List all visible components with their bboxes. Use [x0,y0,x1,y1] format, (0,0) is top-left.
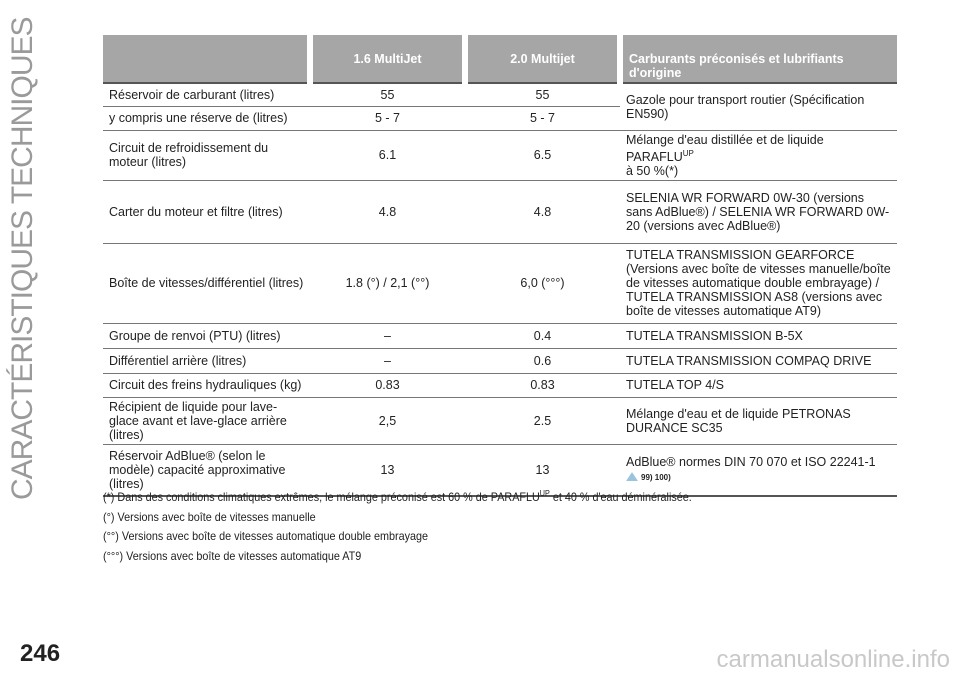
value-2-0: 4.8 [533,204,552,219]
row-label: y compris une réserve de (litres) [109,111,288,125]
table-row: Récipient de liquide pour lave-glace ava… [103,397,897,445]
footnote-degree: (°) Versions avec boîte de vitesses manu… [103,509,316,524]
table-row: Groupe de renvoi (PTU) (litres) – 0.4 TU… [103,323,897,349]
value-1-6: 55 [380,87,395,102]
value-2-0: 0.6 [533,353,552,368]
value-2-0: 13 [535,462,550,477]
table-row: Circuit des freins hydrauliques (kg) 0.8… [103,373,897,398]
value-1-6: 4.8 [378,204,397,219]
value-1-6: 6.1 [378,148,397,163]
value-1-6: 0.83 [375,378,400,393]
footnote-sup: UP [539,489,550,498]
section-title-vertical: CARACTÉRISTIQUES TECHNIQUES [6,17,39,500]
footnote-text: (*) Dans des conditions climatiques extr… [103,490,540,504]
value-2-0: 5 - 7 [529,111,555,125]
row-label: Groupe de renvoi (PTU) (litres) [109,328,281,343]
value-2-0: 0.4 [533,328,552,343]
value-2-0: 6.5 [533,148,552,163]
table-header: 1.6 MultiJet 2.0 Multijet Carburants pré… [103,35,897,83]
value-2-0: 55 [535,87,550,102]
fluid-text: AdBlue® normes DIN 70 070 et ISO 22241-1 [626,454,876,469]
row-label: Réservoir AdBlue® (selon le modèle) capa… [109,448,286,491]
value-1-6: 13 [380,462,395,477]
value-1-6: – [384,328,391,343]
row-label: Carter du moteur et filtre (litres) [109,204,283,219]
fluid: TUTELA TRANSMISSION GEARFORCE (Versions … [626,248,891,319]
row-label: Différentiel arrière (litres) [109,353,247,368]
row-label: Circuit de refroidissement du moteur (li… [109,141,269,170]
fluid: Mélange d'eau distillée et de liquide PA… [620,130,897,180]
header-1-6-multijet: 1.6 MultiJet [307,35,465,83]
value-1-6: 2,5 [378,413,397,428]
row-label: Circuit des freins hydrauliques (kg) [109,378,302,393]
table-row: Réservoir AdBlue® (selon le modèle) capa… [103,444,897,497]
table-row: Différentiel arrière (litres) – 0.6 TUTE… [103,348,897,374]
page-number: 246 [20,640,61,667]
table-row: Circuit de refroidissement du moteur (li… [103,130,897,181]
value-1-6: 1.8 (°) / 2,1 (°°) [345,276,430,291]
footnote-asterisk: (*) Dans des conditions climatiques extr… [103,484,895,508]
row-label: Récipient de liquide pour lave-glace ava… [109,399,287,442]
fluid-text: Mélange d'eau distillée et de liquide PA… [626,132,824,164]
fluid-sup: UP [682,148,694,158]
warning-icon [626,472,638,482]
value-2-0: 6,0 (°°°) [520,276,565,291]
capacities-table: 1.6 MultiJet 2.0 Multijet Carburants pré… [103,35,897,497]
value-2-0: 0.83 [530,378,555,393]
table-row: Réservoir de carburant (litres) 55 55 Ga… [103,83,897,121]
table-row: Carter du moteur et filtre (litres) 4.8 … [103,180,897,244]
value-1-6: 5 - 7 [374,111,400,125]
fluid: TUTELA TRANSMISSION COMPAQ DRIVE [626,353,872,368]
table-row: y compris une réserve de (litres) 5 - 7 … [103,106,897,130]
fluid: TUTELA TOP 4/S [626,378,724,393]
warning-refs[interactable]: 99) 100) [641,472,671,482]
row-label: Réservoir de carburant (litres) [109,87,275,102]
header-2-0-multijet: 2.0 Multijet [462,35,620,83]
fluid-text-end: à 50 %(*) [626,163,679,178]
footnote-double-degree: (°°) Versions avec boîte de vitesses aut… [103,529,429,543]
fluid: Mélange d'eau et de liquide PETRONAS DUR… [626,406,851,435]
value-1-6: – [384,353,391,368]
row-label: Boîte de vitesses/différentiel (litres) [109,276,304,291]
value-2-0: 2.5 [533,413,552,428]
fluid: AdBlue® normes DIN 70 070 et ISO 22241-1… [620,444,897,496]
fluid: TUTELA TRANSMISSION B-5X [626,328,803,343]
footnotes: (*) Dans des conditions climatiques extr… [103,484,895,566]
footnote-triple-degree: (°°°) Versions avec boîte de vitesses au… [103,548,362,563]
header-empty [103,35,310,83]
header-fluids: Carburants préconisés et lubrifiants d'o… [617,35,897,83]
footnote-text-end: et 40 % d'eau déminéralisée. [549,490,692,504]
table-row: Boîte de vitesses/différentiel (litres) … [103,243,897,324]
fluid: SELENIA WR FORWARD 0W-30 (versions sans … [626,190,890,233]
watermark: carmanualsonline.info [716,646,950,673]
fluid: Gazole pour transport routier (Spécifica… [626,92,865,121]
